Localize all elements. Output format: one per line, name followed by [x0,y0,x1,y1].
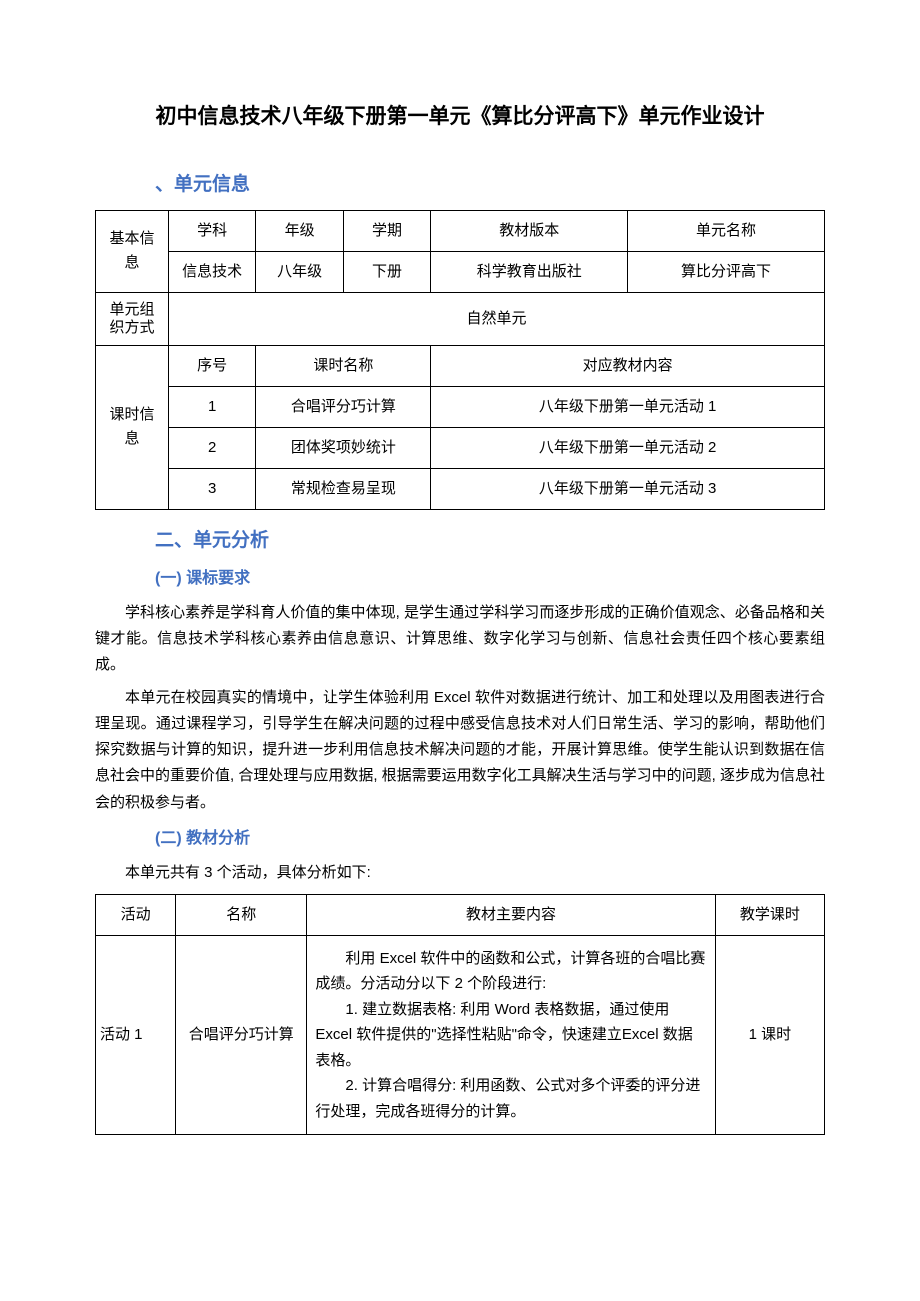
value-cell: 科学教育出版社 [431,251,628,292]
header-cell: 教材主要内容 [307,894,715,935]
activity-id: 活动 1 [96,935,176,1135]
lesson-num: 1 [168,386,255,427]
page-title: 初中信息技术八年级下册第一单元《算比分评高下》单元作业设计 [95,100,825,134]
paragraph: 学科核心素养是学科育人价值的集中体现, 是学生通过学科学习而逐步形成的正确价值观… [95,600,825,679]
activity-content: 利用 Excel 软件中的函数和公式，计算各班的合唱比赛成绩。分活动分以下 2 … [307,935,715,1135]
table-row: 3 常规检查易呈现 八年级下册第一单元活动 3 [96,468,825,509]
activity-table: 活动 名称 教材主要内容 教学课时 活动 1 合唱评分巧计算 利用 Excel … [95,894,825,1136]
org-value: 自然单元 [168,292,824,345]
lesson-name: 团体奖项妙统计 [256,427,431,468]
paragraph: 本单元共有 3 个活动，具体分析如下: [95,860,825,886]
lesson-num: 2 [168,427,255,468]
section1-heading: 、单元信息 [155,170,825,200]
lesson-content: 八年级下册第一单元活动 1 [431,386,825,427]
header-cell: 学科 [168,210,255,251]
header-cell: 活动 [96,894,176,935]
value-cell: 下册 [343,251,430,292]
header-cell: 教材版本 [431,210,628,251]
unit-info-table: 基本信息 学科 年级 学期 教材版本 单元名称 信息技术 八年级 下册 科学教育… [95,210,825,510]
basic-info-label: 基本信息 [96,210,169,292]
paragraph: 本单元在校园真实的情境中，让学生体验利用 Excel 软件对数据进行统计、加工和… [95,685,825,816]
table-row: 活动 名称 教材主要内容 教学课时 [96,894,825,935]
lesson-header-cell: 课时名称 [256,345,431,386]
content-lead: 利用 Excel 软件中的函数和公式，计算各班的合唱比赛成绩。分活动分以下 2 … [315,946,706,997]
value-cell: 八年级 [256,251,343,292]
lesson-content: 八年级下册第一单元活动 3 [431,468,825,509]
header-cell: 年级 [256,210,343,251]
lesson-header-cell: 对应教材内容 [431,345,825,386]
value-cell: 信息技术 [168,251,255,292]
lesson-header-cell: 序号 [168,345,255,386]
activity-hours: 1 课时 [715,935,824,1135]
table-row: 基本信息 学科 年级 学期 教材版本 单元名称 [96,210,825,251]
header-cell: 学期 [343,210,430,251]
sub1-heading: (一) 课标要求 [155,566,825,592]
content-item: 1. 建立数据表格: 利用 Word 表格数据，通过使用 Excel 软件提供的… [315,997,706,1074]
org-label: 单元组织方式 [96,292,169,345]
lesson-info-label: 课时信息 [96,345,169,509]
table-row: 2 团体奖项妙统计 八年级下册第一单元活动 2 [96,427,825,468]
table-row: 1 合唱评分巧计算 八年级下册第一单元活动 1 [96,386,825,427]
header-cell: 单元名称 [628,210,825,251]
header-cell: 名称 [176,894,307,935]
table-row: 活动 1 合唱评分巧计算 利用 Excel 软件中的函数和公式，计算各班的合唱比… [96,935,825,1135]
lesson-name: 合唱评分巧计算 [256,386,431,427]
header-cell: 教学课时 [715,894,824,935]
table-row: 课时信息 序号 课时名称 对应教材内容 [96,345,825,386]
lesson-num: 3 [168,468,255,509]
activity-name: 合唱评分巧计算 [176,935,307,1135]
table-row: 信息技术 八年级 下册 科学教育出版社 算比分评高下 [96,251,825,292]
table-row: 单元组织方式 自然单元 [96,292,825,345]
lesson-name: 常规检查易呈现 [256,468,431,509]
content-item: 2. 计算合唱得分: 利用函数、公式对多个评委的评分进行处理，完成各班得分的计算… [315,1073,706,1124]
section2-heading: 二、单元分析 [155,526,825,556]
sub2-heading: (二) 教材分析 [155,826,825,852]
lesson-content: 八年级下册第一单元活动 2 [431,427,825,468]
value-cell: 算比分评高下 [628,251,825,292]
